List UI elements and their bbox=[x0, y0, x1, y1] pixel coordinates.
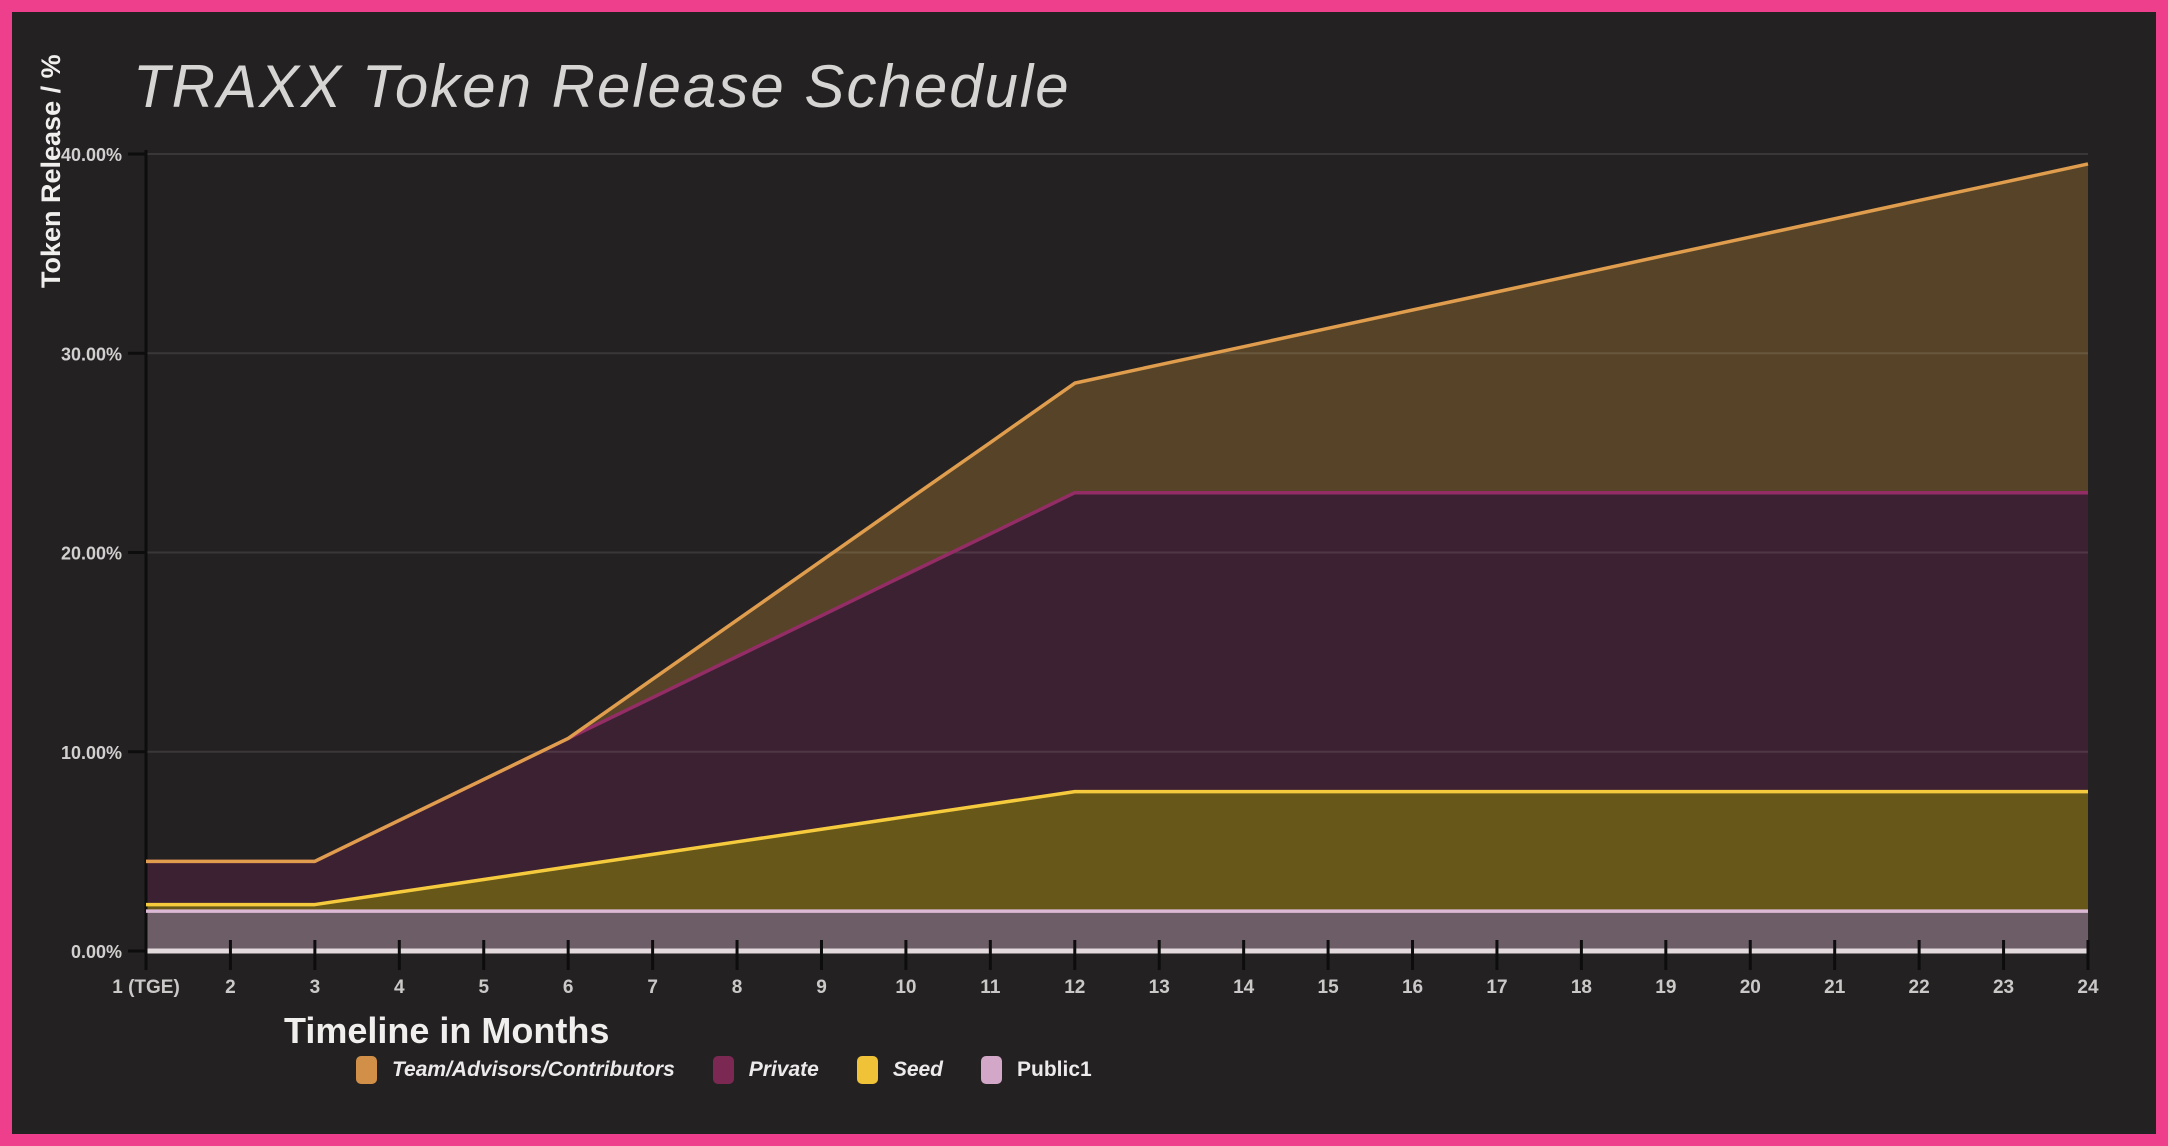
x-tick-label: 22 bbox=[1909, 977, 1930, 998]
area-private bbox=[146, 492, 2088, 905]
x-axis-title: Timeline in Months bbox=[284, 1010, 610, 1051]
legend-swatch-team bbox=[356, 1056, 377, 1084]
legend-label-public1: Public1 bbox=[1017, 1058, 1092, 1081]
x-tick-label: 8 bbox=[732, 977, 743, 998]
y-tick-label: 30.00% bbox=[61, 344, 122, 364]
legend-item-public1[interactable]: Public1 bbox=[981, 1056, 1092, 1084]
x-tick-label: 21 bbox=[1824, 977, 1846, 998]
x-tick-label: 4 bbox=[394, 977, 405, 998]
y-axis-title: Token Release / % bbox=[36, 54, 66, 288]
x-tick-label: 24 bbox=[2077, 977, 2099, 998]
x-tick-label: 10 bbox=[895, 977, 916, 998]
area-seed bbox=[146, 791, 2088, 912]
x-tick-label: 7 bbox=[647, 977, 658, 998]
legend-item-private[interactable]: Private bbox=[712, 1056, 819, 1084]
x-tick-label: 20 bbox=[1740, 977, 1761, 998]
line-seed bbox=[146, 789, 2088, 907]
legend-label-seed: Seed bbox=[892, 1058, 944, 1081]
x-tick-label: 9 bbox=[816, 977, 827, 998]
x-tick-label: 23 bbox=[1993, 977, 2014, 998]
x-tick-label: 2 bbox=[225, 977, 236, 998]
area-team bbox=[146, 163, 2088, 862]
x-tick-label: 3 bbox=[310, 977, 321, 998]
x-tick-label: 16 bbox=[1402, 977, 1423, 998]
legend-label-team: Team/Advisors/Contributors bbox=[392, 1058, 675, 1081]
line-team bbox=[146, 162, 2089, 864]
area-public1 bbox=[146, 911, 2088, 951]
y-tick-label: 40.00% bbox=[61, 145, 122, 165]
x-tick-label: 5 bbox=[478, 977, 489, 998]
y-tick-label: 0.00% bbox=[71, 942, 122, 962]
x-tick-label: 17 bbox=[1486, 977, 1507, 998]
x-tick-label: 6 bbox=[563, 977, 574, 998]
chart-title: TRAXX Token Release Schedule bbox=[133, 53, 1071, 120]
legend-label-private: Private bbox=[748, 1058, 819, 1081]
legend-item-team[interactable]: Team/Advisors/Contributors bbox=[356, 1056, 675, 1084]
x-tick-label: 13 bbox=[1149, 977, 1170, 998]
legend-swatch-public1 bbox=[981, 1056, 1003, 1084]
x-tick-label: 19 bbox=[1655, 977, 1676, 998]
legend: Team/Advisors/Contributors Private Seed Pub… bbox=[356, 1056, 1092, 1084]
x-tick-label: 18 bbox=[1571, 977, 1592, 998]
legend-item-seed[interactable]: Seed bbox=[856, 1056, 944, 1084]
x-tick-label: 12 bbox=[1064, 977, 1085, 998]
legend-swatch-seed bbox=[856, 1056, 878, 1084]
x-tick-label: 1 (TGE) bbox=[112, 977, 180, 998]
x-tick-label: 14 bbox=[1233, 977, 1255, 998]
y-tick-label: 10.00% bbox=[61, 743, 122, 763]
x-tick-label: 15 bbox=[1318, 977, 1340, 998]
legend-swatch-private bbox=[712, 1056, 734, 1084]
x-tick-label: 11 bbox=[980, 977, 1001, 998]
y-tick-label: 20.00% bbox=[61, 544, 122, 564]
